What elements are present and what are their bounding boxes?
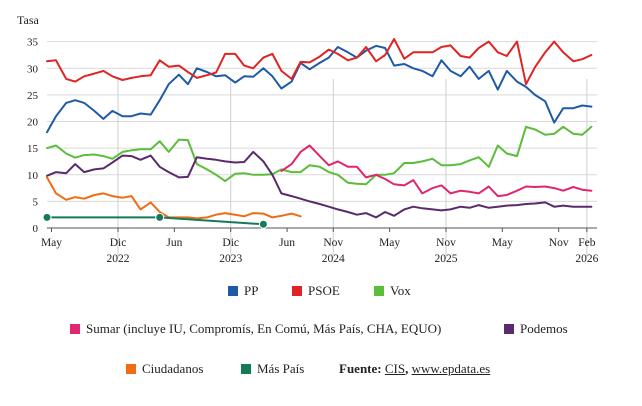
y-axis-title: Tasa (17, 13, 39, 27)
series-line-pp (46, 44, 593, 134)
x-year-label: 2025 (434, 253, 457, 265)
legend-label-vox: Vox (390, 283, 411, 298)
x-tick-label: May (492, 237, 513, 249)
series-point-ms (42, 212, 52, 222)
y-tick-label: 0 (33, 223, 39, 235)
source-label: Fuente: (339, 361, 382, 376)
x-tick-label: Feb (578, 237, 596, 249)
x-year-label: 2023 (219, 253, 242, 265)
legend-swatch-psoe (292, 286, 302, 296)
series-line-vox (46, 125, 593, 186)
legend-item-pp[interactable]: PP (228, 283, 258, 299)
x-tick-label: Jun (279, 237, 295, 249)
y-tick-label: 15 (27, 143, 39, 155)
y-tick-label: 25 (27, 90, 39, 102)
source-credit: Fuente: CIS, www.epdata.es (339, 361, 490, 377)
legend-label-podemos: Podemos (520, 321, 568, 336)
legend-item-psoe[interactable]: PSOE (292, 283, 340, 299)
x-year-label: 2024 (322, 253, 345, 265)
source-link-cis[interactable]: CIS (384, 361, 406, 376)
legend-label-sumar: Sumar (incluye IU, Compromís, En Comú, M… (86, 321, 442, 336)
legend-item-ciudadanos[interactable]: Ciudadanos (126, 361, 203, 377)
x-tick-label: May (379, 237, 400, 249)
legend-swatch-ciudadanos (126, 364, 136, 374)
legend-label-pp: PP (244, 283, 259, 298)
legend-item-vox[interactable]: Vox (374, 283, 411, 299)
x-tick-label: Nov (323, 237, 343, 249)
legend-label-ciudadanos: Ciudadanos (142, 361, 204, 376)
legend-item-mas-pais[interactable]: Más País (241, 361, 304, 377)
y-tick-label: 35 (27, 37, 39, 49)
x-tick-label: Nov (549, 237, 569, 249)
x-year-label: 2026 (575, 253, 598, 265)
source-link-epdata[interactable]: www.epdata.es (411, 361, 491, 376)
series-line-ciudadanos (46, 176, 302, 220)
series-line-psoe (46, 38, 593, 86)
y-tick-label: 30 (27, 63, 39, 75)
legend-swatch-vox (374, 286, 384, 296)
y-tick-label: 20 (27, 117, 39, 129)
legend-swatch-sumar (70, 324, 80, 334)
x-tick-label: Jun (166, 237, 182, 249)
y-tick-label: 5 (33, 196, 39, 208)
series-point-ms (155, 212, 165, 222)
y-tick-label: 10 (27, 170, 39, 182)
source-separator: , (405, 361, 409, 376)
legend-label-mas-pais: Más País (257, 361, 305, 376)
x-tick-label: Dic (222, 237, 239, 249)
legend-swatch-pp (228, 286, 238, 296)
x-tick-label: Dic (110, 237, 127, 249)
legend-swatch-mas-pais (241, 364, 251, 374)
series-line-podemos (46, 150, 593, 219)
legend-swatch-podemos (504, 324, 514, 334)
legend-label-psoe: PSOE (308, 283, 340, 298)
legend-item-podemos[interactable]: Podemos (504, 321, 568, 337)
x-year-label: 2022 (107, 253, 130, 265)
legend-item-sumar[interactable]: Sumar (incluye IU, Compromís, En Comú, M… (70, 321, 441, 337)
series-point-ms (258, 219, 268, 229)
x-tick-label: Nov (436, 237, 456, 249)
x-tick-label: May (41, 237, 62, 249)
series-line-sumar (280, 144, 593, 198)
